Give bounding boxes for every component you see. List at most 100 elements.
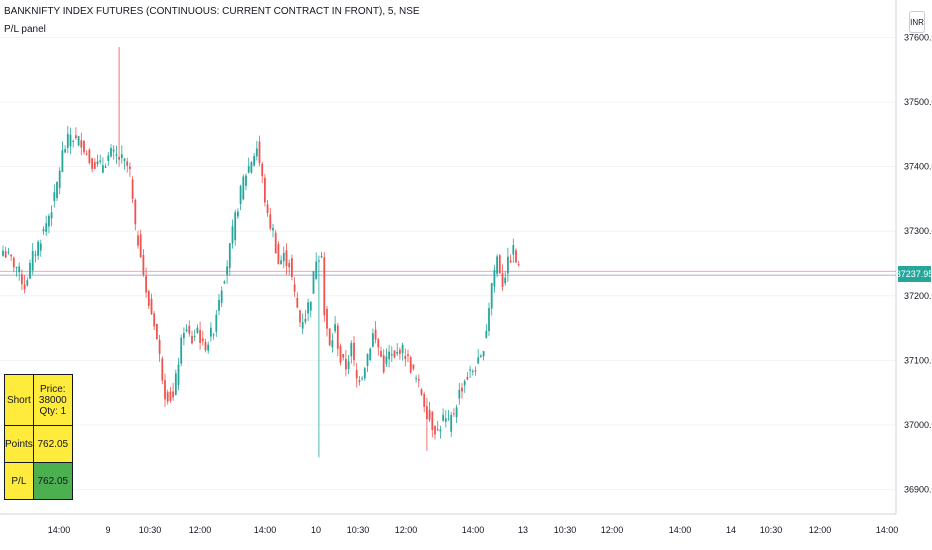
candle-body (188, 325, 191, 334)
candle-body (493, 270, 496, 287)
candle-body (312, 271, 315, 294)
candle-body (93, 162, 96, 169)
candle-body (399, 349, 401, 354)
candle-body (280, 260, 282, 265)
candle-body (242, 176, 245, 200)
candle-body (99, 160, 102, 162)
chart-title: BANKNIFTY INDEX FUTURES (CONTINUOUS: CUR… (4, 6, 420, 17)
candle-body (66, 133, 69, 148)
candle-body (123, 158, 126, 161)
pl-pl-value: 762.05 (32, 462, 73, 500)
candle-body (469, 369, 471, 371)
candle-body (291, 258, 293, 277)
candle-body (361, 378, 363, 380)
candle-body (131, 179, 134, 199)
candle-body (447, 418, 450, 420)
candle-body (207, 344, 210, 351)
candle-body (53, 192, 56, 201)
candle-body (234, 212, 237, 241)
candle-body (231, 226, 234, 244)
x-tick-label: 10 (311, 525, 321, 535)
candle-body (444, 418, 447, 422)
candle-body (336, 325, 339, 349)
pl-points-label: Points (4, 425, 34, 463)
candle-body (196, 327, 199, 333)
x-tick-label: 10:30 (760, 525, 783, 535)
candle-body (169, 391, 172, 401)
candle-body (247, 166, 250, 173)
candle-body (250, 162, 253, 173)
candle-body (39, 243, 42, 251)
x-tick-label: 10:30 (554, 525, 577, 535)
candle-body (72, 140, 75, 142)
candle-body (48, 215, 50, 227)
candle-body (102, 165, 104, 173)
candle-body (350, 343, 353, 357)
candle-body (129, 166, 131, 170)
candle-body (390, 354, 393, 356)
candle-body (134, 199, 137, 225)
candle-body (355, 370, 358, 379)
candle-body (307, 302, 309, 314)
candle-body (415, 378, 417, 380)
candle-body (77, 136, 80, 146)
candle-body (374, 329, 377, 340)
candle-body (453, 413, 455, 415)
candle-body (191, 335, 193, 344)
candle-body (166, 392, 169, 402)
candle-body (158, 340, 161, 354)
candle-body (474, 370, 477, 372)
candle-body (37, 241, 39, 256)
pl-side-label: Short (4, 374, 34, 426)
candle-body (61, 150, 64, 173)
candle-body (417, 379, 420, 381)
pl-qty-text: Qty: 1 (39, 405, 67, 417)
candle-body (412, 364, 415, 369)
candle-body (29, 262, 31, 279)
candle-body (309, 301, 312, 311)
candle-body (488, 308, 490, 332)
x-tick-label: 9 (105, 525, 110, 535)
candle-body (269, 214, 272, 229)
candle-body (458, 389, 461, 399)
candle-body (320, 255, 323, 258)
candle-body (174, 373, 177, 395)
candle-body (15, 266, 18, 269)
candle-body (177, 364, 180, 385)
candle-body (220, 290, 223, 303)
candle-body (210, 327, 212, 337)
candle-body (120, 154, 123, 158)
candle-body (323, 257, 326, 316)
indicator-label[interactable]: P/L panel (4, 24, 46, 35)
candle-body (85, 153, 88, 155)
candle-body (91, 158, 93, 169)
candle-body (293, 284, 296, 292)
candle-body (10, 254, 12, 257)
candle-body (501, 273, 504, 287)
candle-body (380, 351, 382, 357)
candle-body (153, 313, 156, 327)
y-tick-label: 37600.00 (904, 32, 932, 42)
candle-body (407, 354, 409, 357)
candle-body (450, 414, 453, 432)
candle-body (112, 149, 115, 152)
candle-body (96, 161, 99, 165)
candle-body (404, 356, 407, 360)
candle-body (156, 324, 158, 340)
candle-body (482, 351, 485, 357)
candle-body (107, 155, 110, 161)
candle-body (347, 361, 350, 370)
candle-body (509, 260, 512, 263)
candle-body (372, 333, 374, 347)
candle-body (183, 332, 185, 339)
candle-body (228, 243, 231, 269)
candle-body (366, 354, 369, 366)
candle-body (34, 254, 37, 256)
candle-body (212, 334, 215, 336)
pl-points-value: 762.05 (32, 425, 73, 463)
currency-button[interactable]: INR (909, 11, 925, 33)
candle-body (264, 177, 266, 203)
candle-body (331, 340, 334, 348)
candle-body (455, 407, 458, 418)
